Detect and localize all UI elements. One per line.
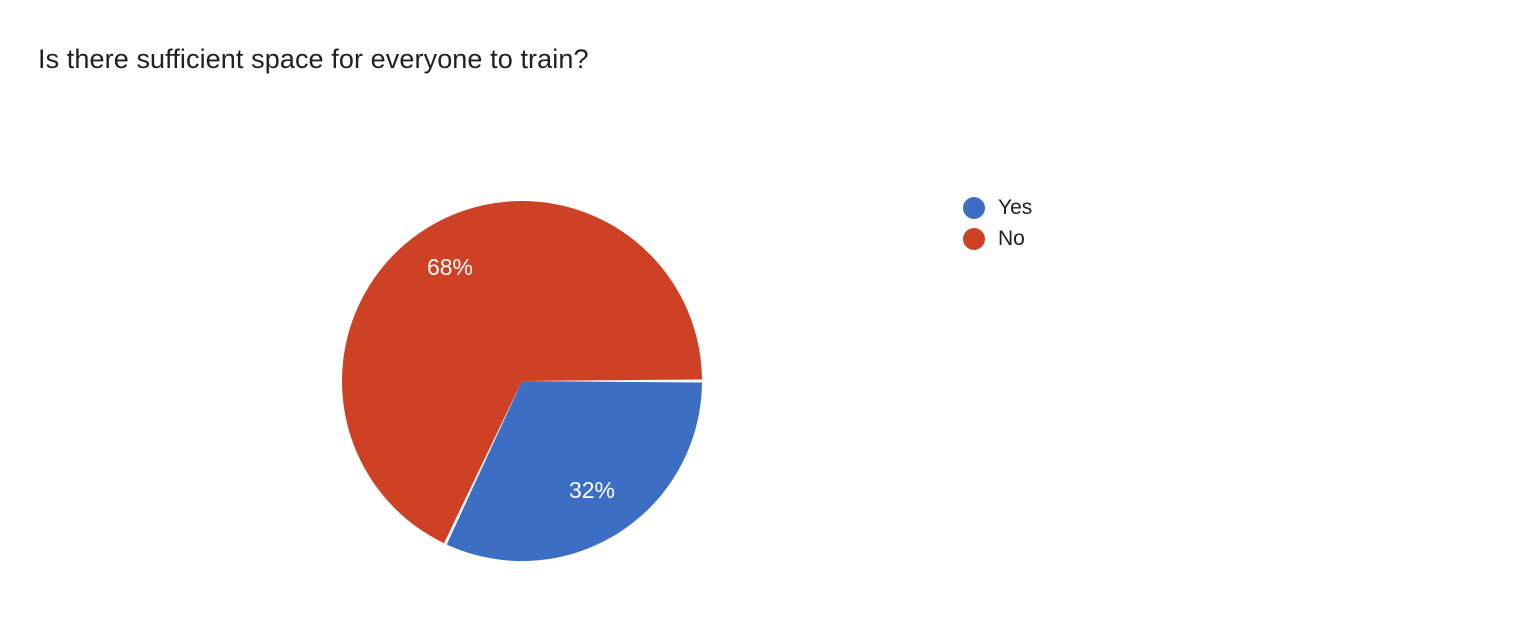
pie-chart-graphic: 32% 68% [341,200,702,561]
legend-label-yes: Yes [998,196,1033,219]
legend-item-no[interactable]: No [963,227,1032,251]
legend-swatch-icon-yes [963,197,985,219]
chart-legend: Yes No [963,196,1032,251]
legend-label-no: No [998,227,1025,250]
pie-slice-label-no: 68% [427,254,473,280]
pie-slice-yes[interactable] [446,381,702,561]
pie-slices [341,200,702,561]
legend-swatch-icon-no [963,228,985,250]
pie-slice-labels: 32% 68% [427,254,615,503]
pie-slice-no[interactable] [341,200,702,544]
legend-item-yes[interactable]: Yes [963,196,1032,220]
pie-svg: 32% 68% [341,200,702,561]
chart-title: Is there sufficient space for everyone t… [38,44,589,74]
pie-slice-label-yes: 32% [569,477,615,503]
